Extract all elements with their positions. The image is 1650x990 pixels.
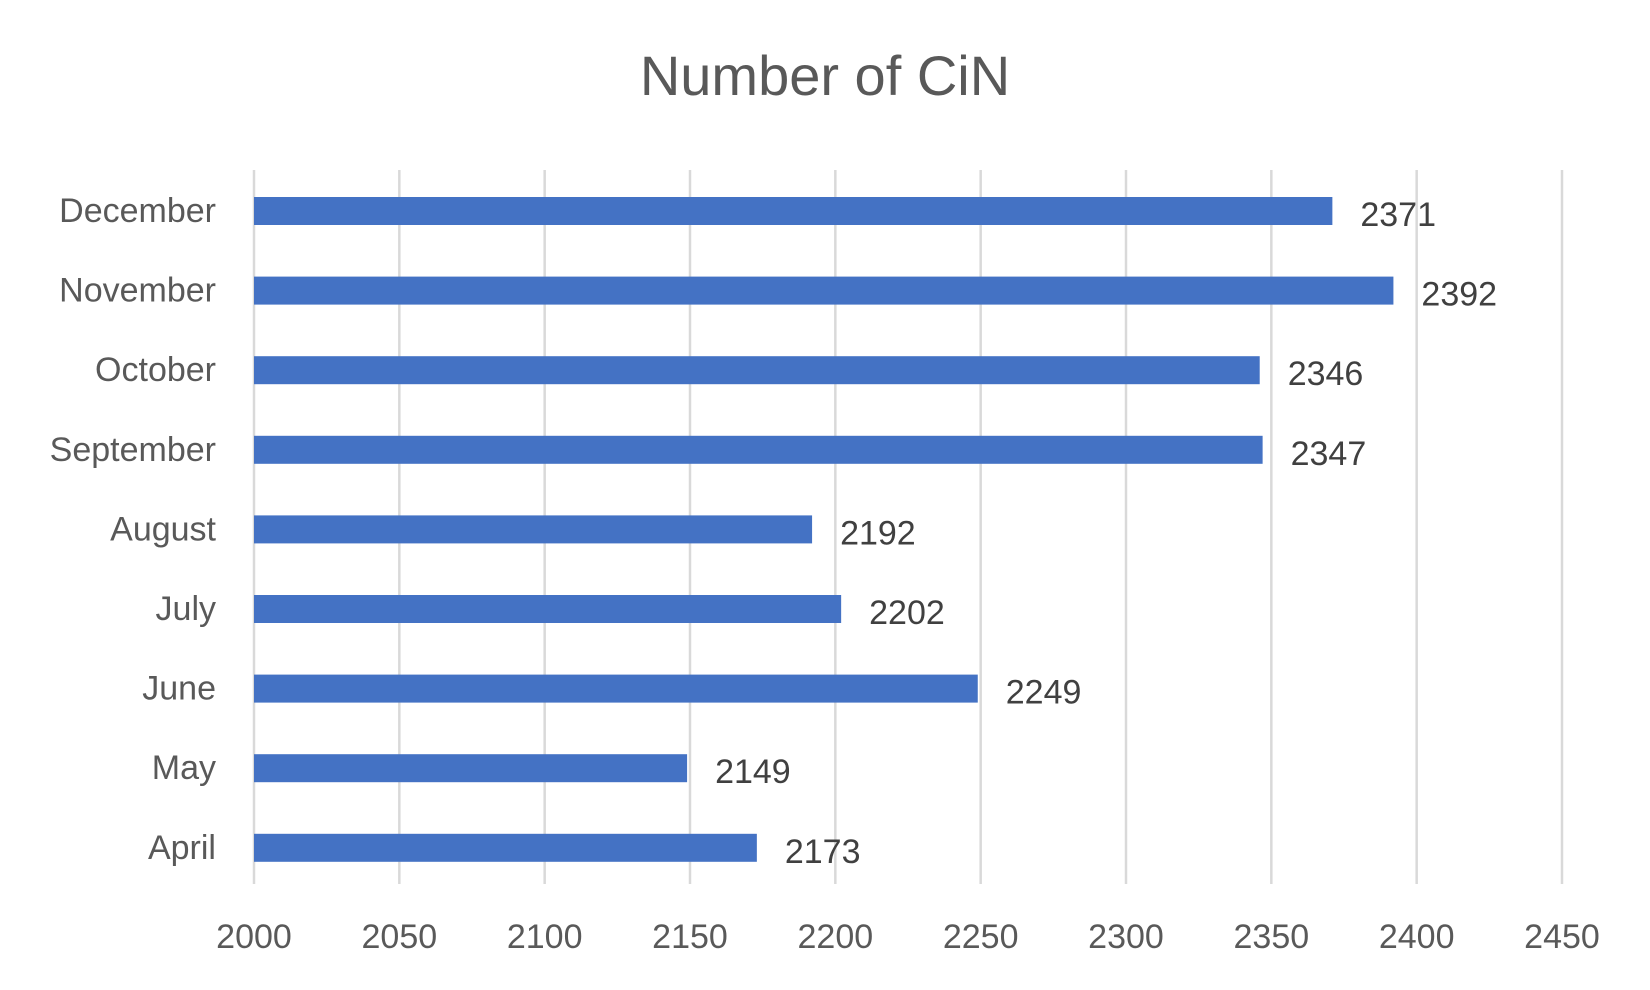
data-label: 2192 bbox=[840, 514, 916, 552]
bars bbox=[254, 197, 1394, 862]
x-tick-label: 2050 bbox=[362, 918, 438, 956]
category-label: September bbox=[50, 431, 216, 469]
category-label: April bbox=[148, 829, 216, 867]
category-label: July bbox=[156, 590, 216, 628]
bar bbox=[254, 674, 978, 703]
category-labels: December November October September August Ju… bbox=[50, 192, 217, 867]
x-tick-label: 2400 bbox=[1379, 918, 1455, 956]
category-label: December bbox=[59, 192, 216, 230]
x-tick-label: 2300 bbox=[1088, 918, 1164, 956]
data-labels: 2371 2392 2346 2347 2192 2202 2249 2149 2173 bbox=[715, 196, 1497, 871]
category-label: November bbox=[59, 272, 216, 310]
data-label: 2392 bbox=[1421, 276, 1497, 314]
data-label: 2347 bbox=[1291, 435, 1367, 473]
bar bbox=[254, 515, 813, 544]
data-label: 2249 bbox=[1006, 674, 1082, 712]
data-label: 2346 bbox=[1288, 355, 1364, 393]
bar bbox=[254, 197, 1333, 225]
bar bbox=[254, 754, 688, 783]
x-tick-label: 2450 bbox=[1524, 918, 1600, 956]
category-label: October bbox=[95, 351, 216, 389]
x-tick-label: 2000 bbox=[216, 918, 292, 956]
bar bbox=[254, 356, 1260, 385]
bar bbox=[254, 595, 842, 623]
x-tick-label: 2100 bbox=[507, 918, 583, 956]
bar bbox=[254, 276, 1394, 305]
category-label: August bbox=[110, 510, 216, 548]
chart-title: Number of CiN bbox=[640, 44, 1010, 107]
bar bbox=[254, 435, 1263, 464]
x-tick-label: 2150 bbox=[652, 918, 728, 956]
data-label: 2202 bbox=[869, 594, 945, 632]
data-label: 2371 bbox=[1360, 196, 1436, 234]
x-tick-label: 2250 bbox=[943, 918, 1019, 956]
category-label: June bbox=[142, 670, 216, 708]
x-tick-label: 2350 bbox=[1234, 918, 1310, 956]
data-label: 2149 bbox=[715, 753, 791, 791]
category-label: May bbox=[152, 749, 216, 787]
x-axis-tick-labels: 2000 2050 2100 2150 2200 2250 2300 2350 2400 2450 bbox=[216, 918, 1600, 956]
data-label: 2173 bbox=[785, 833, 861, 871]
x-tick-label: 2200 bbox=[798, 918, 874, 956]
bar bbox=[254, 833, 757, 862]
